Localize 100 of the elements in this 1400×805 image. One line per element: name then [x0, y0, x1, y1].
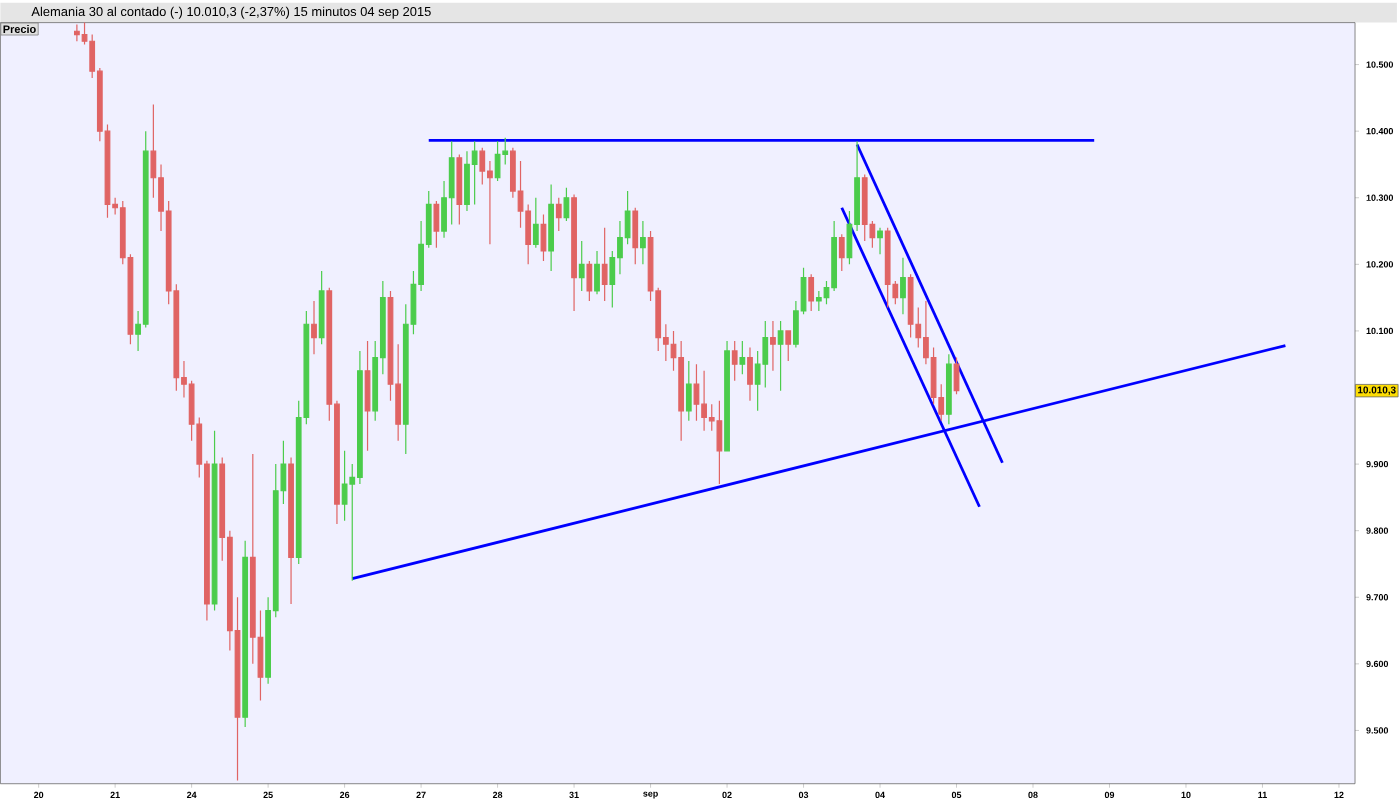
candlestick [364, 340, 371, 452]
x-tick-label: 02 [722, 791, 732, 799]
candlestick [81, 22, 88, 46]
candlestick [158, 163, 164, 232]
x-tick-label: 05 [951, 791, 962, 799]
y-tick-label: 9.700 [1366, 594, 1389, 601]
y-tick-label: 10.200 [1366, 261, 1394, 268]
candlestick [135, 310, 141, 352]
candlestick [311, 300, 317, 355]
candlestick [831, 220, 838, 292]
candlestick [854, 140, 860, 232]
candlestick [219, 456, 226, 562]
candlestick [586, 260, 593, 302]
candlestick [815, 290, 822, 312]
x-tick-label: 12 [1334, 791, 1344, 798]
candlestick [701, 370, 707, 432]
candlestick [509, 147, 516, 199]
x-tick-label: sep [643, 791, 658, 799]
x-tick-label: 09 [1104, 791, 1115, 799]
candlestick [578, 240, 585, 292]
candlestick [808, 273, 815, 312]
y-tick-label: 10.500 [1366, 61, 1394, 68]
candlestick [448, 140, 455, 225]
candlestick [425, 190, 432, 249]
candlestick [74, 23, 80, 42]
candlestick [265, 596, 271, 685]
candlestick [617, 220, 623, 275]
x-tick-label: 08 [1028, 791, 1038, 799]
candlestick [204, 460, 210, 622]
candlestick [379, 280, 386, 375]
candlestick [731, 340, 738, 382]
y-tick-label: 10.400 [1366, 127, 1394, 135]
y-tick-label: 10.300 [1366, 194, 1394, 201]
candlestick [464, 150, 470, 212]
candlestick [900, 257, 906, 315]
x-tick-label: 31 [569, 791, 579, 799]
x-tick-label: 28 [492, 791, 503, 799]
candlestick [181, 360, 187, 399]
candlestick [142, 130, 149, 329]
candlestick [89, 33, 96, 79]
x-tick-label: 04 [875, 791, 885, 799]
candlestick [525, 203, 532, 265]
x-tick-label: 10 [1181, 791, 1191, 799]
candlestick [770, 320, 776, 372]
candlestick [632, 207, 639, 265]
candlestick [739, 340, 746, 375]
annotation: Precio [3, 24, 36, 34]
x-tick-label: 24 [186, 791, 197, 798]
candlestick [471, 140, 478, 205]
candlestick [288, 456, 294, 605]
candlestick [433, 200, 440, 249]
x-tick-label: 20 [33, 791, 44, 799]
candlestick [441, 180, 447, 239]
candlestick [923, 300, 929, 365]
candlestick [640, 220, 646, 265]
y-tick-label: 9.500 [1366, 727, 1389, 734]
y-tick-label: 9.600 [1366, 660, 1389, 668]
x-tick-label: 27 [416, 791, 426, 798]
candlestick [670, 330, 677, 372]
candlestick [724, 340, 730, 452]
candlestick [846, 210, 853, 265]
x-tick-label: 11 [1258, 791, 1267, 798]
candlestick [571, 193, 577, 312]
candlestick [747, 346, 753, 402]
candlestick [662, 323, 669, 362]
candlestick [532, 197, 539, 249]
candlestick [112, 197, 119, 215]
candlestick [456, 153, 463, 225]
candlestick [563, 187, 570, 222]
candlestick [479, 147, 486, 186]
y-tick-label: 9.800 [1366, 527, 1389, 534]
candlestick [548, 183, 555, 272]
candlestick [326, 287, 333, 422]
y-tick-label: 9.900 [1366, 460, 1389, 468]
candlestick [96, 67, 103, 142]
candlestick [150, 103, 157, 199]
candlestick [211, 430, 218, 612]
candlestick [334, 400, 340, 525]
candlestick [877, 227, 883, 255]
x-tick-label: 21 [110, 791, 120, 798]
candlestick [693, 363, 700, 422]
candlestick [226, 530, 233, 652]
x-tick-label: 03 [798, 791, 809, 799]
candlestick [838, 233, 845, 272]
candlestick [555, 197, 562, 232]
y-tick-label: 10.100 [1366, 327, 1394, 335]
candlestick [945, 353, 952, 425]
candlestick [242, 540, 249, 728]
candlestick [678, 340, 685, 442]
candlestick [792, 300, 799, 349]
candlestick [249, 453, 256, 665]
candlestick [685, 360, 692, 422]
candlestick [395, 343, 402, 442]
x-tick-label: 26 [339, 791, 350, 799]
candlestick [357, 350, 363, 485]
candlestick [594, 250, 600, 295]
candlestick [609, 250, 616, 309]
chart-title: Alemania 30 al contado (-) 10.010,3 (-2,37%) 15 minutos 04 sep 2015 [31, 6, 431, 19]
text: 10.010,3 [1358, 386, 1396, 395]
candlestick [601, 227, 608, 302]
